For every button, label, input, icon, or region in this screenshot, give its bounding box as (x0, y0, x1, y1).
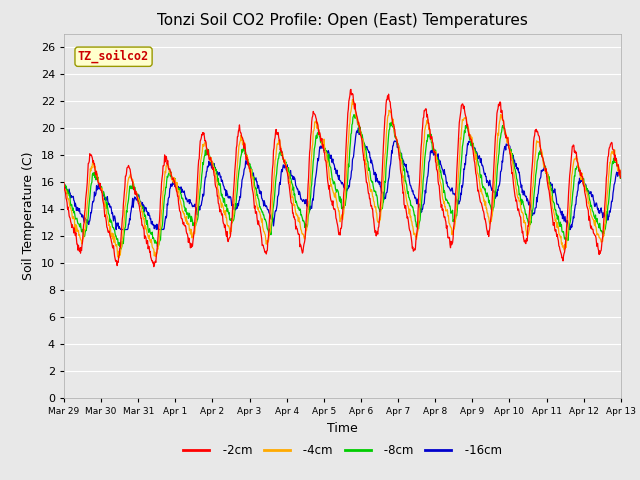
Text: TZ_soilco2: TZ_soilco2 (78, 50, 149, 63)
X-axis label: Time: Time (327, 422, 358, 435)
Legend:  -2cm,  -4cm,  -8cm,  -16cm: -2cm, -4cm, -8cm, -16cm (179, 439, 506, 462)
Y-axis label: Soil Temperature (C): Soil Temperature (C) (22, 152, 35, 280)
Title: Tonzi Soil CO2 Profile: Open (East) Temperatures: Tonzi Soil CO2 Profile: Open (East) Temp… (157, 13, 528, 28)
